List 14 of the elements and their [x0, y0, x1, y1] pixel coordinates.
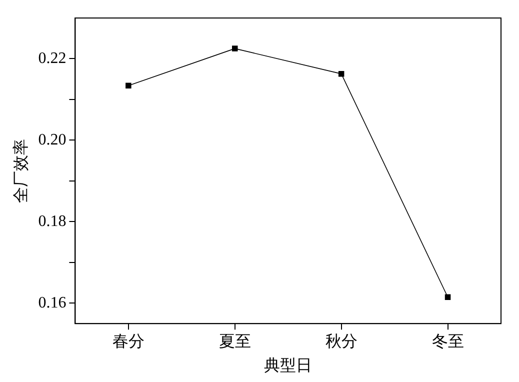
point [444, 294, 451, 300]
y-tick-label: 0.20 [38, 131, 66, 148]
y-tick-label: 0.16 [38, 294, 66, 312]
x-tick-label: 冬至 [432, 333, 464, 350]
point [232, 46, 238, 52]
point [126, 82, 132, 89]
point [338, 70, 344, 77]
x-tick-label: 春分 [112, 333, 144, 350]
x-axis-title: 典型日 [264, 356, 312, 375]
y-tick-label: 0.22 [38, 50, 66, 67]
x-tick-label: 秋分 [325, 333, 358, 350]
y-tick-label: 0.18 [38, 212, 66, 230]
x-tick-label: 夏至 [218, 333, 251, 350]
y-axis-title: 全厂效率 [12, 138, 30, 203]
